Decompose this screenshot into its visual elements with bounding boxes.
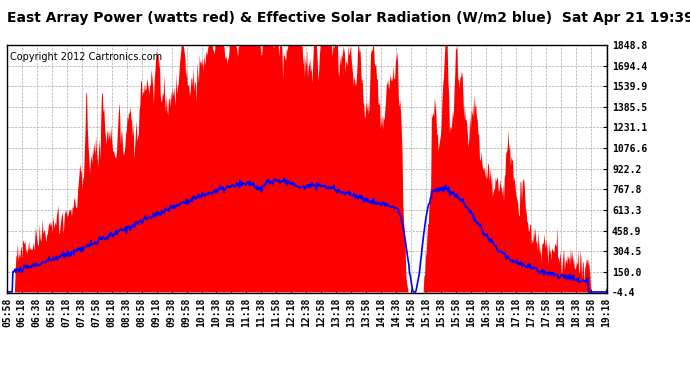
Text: Copyright 2012 Cartronics.com: Copyright 2012 Cartronics.com	[10, 53, 162, 62]
Text: East Array Power (watts red) & Effective Solar Radiation (W/m2 blue)  Sat Apr 21: East Array Power (watts red) & Effective…	[7, 11, 690, 25]
